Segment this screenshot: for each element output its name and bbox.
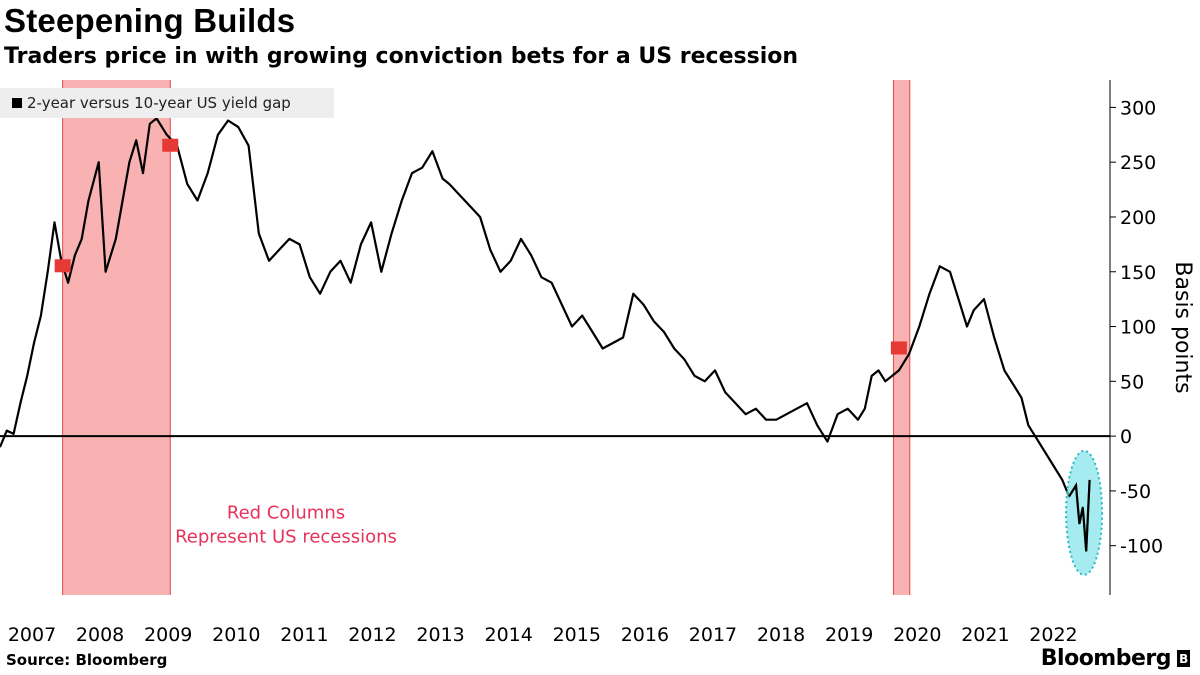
x-tick-label: 2010	[212, 624, 260, 646]
source-note: Source: Bloomberg	[6, 651, 168, 669]
series-lines	[0, 117, 1091, 553]
bloomberg-icon: B	[1177, 650, 1190, 667]
y-tick-label: 200	[1120, 207, 1156, 229]
x-tick-label: 2011	[280, 624, 328, 646]
brand-name: Bloomberg	[1040, 646, 1172, 671]
series-line-0	[0, 117, 1091, 553]
x-tick-label: 2017	[689, 624, 737, 646]
chart-subtitle: Traders price in with growing conviction…	[4, 44, 799, 69]
y-tick-label: 250	[1120, 152, 1156, 174]
y-tick-label: -50	[1120, 481, 1151, 503]
y-tick-label: 150	[1120, 262, 1156, 284]
rec-flag-icon	[890, 341, 907, 355]
x-tick-label: 2019	[825, 624, 873, 646]
bloomberg-logo: Bloomberg B	[1041, 646, 1190, 671]
x-tick-label: 2022	[1029, 624, 1077, 646]
y-tick-label: 100	[1120, 317, 1156, 339]
x-tick-label: 2020	[893, 624, 941, 646]
x-tick-label: 2007	[8, 624, 56, 646]
x-tick-label: 2014	[485, 624, 533, 646]
x-tick-label: 2012	[348, 624, 396, 646]
annotation-text-0: Red Columns	[227, 502, 345, 523]
chart-title: Steepening Builds	[4, 2, 296, 39]
annotation-text-1: Represent US recessions	[175, 526, 397, 547]
recession-column-0	[62, 80, 171, 595]
x-tick-label: 2008	[76, 624, 124, 646]
x-tick-label: 2021	[961, 624, 1009, 646]
x-axis: 2007 2008 2009 2010 2011 2012 2013 2014 2015 2016…	[8, 624, 1078, 646]
y-tick-label: 300	[1120, 97, 1156, 119]
x-tick-label: 2018	[757, 624, 805, 646]
rec-flag-icon	[54, 259, 71, 273]
x-tick-label: 2013	[416, 624, 464, 646]
y-tick-label: 50	[1120, 371, 1144, 393]
x-tick-label: 2016	[621, 624, 669, 646]
x-tick-label: 2009	[144, 624, 192, 646]
y-tick-label: 0	[1120, 426, 1132, 448]
y-axis-label: Basis points	[1170, 261, 1195, 393]
y-axis: 300 250 200 150 100 50 0 -50 -100 Basis points	[0, 80, 1195, 595]
overlays: Red Columns Represent US recessions	[54, 138, 1104, 576]
recession-column-1	[893, 80, 910, 595]
legend-label: 2-year versus 10-year US yield gap	[27, 94, 291, 112]
series-line-tail	[1068, 479, 1091, 552]
y-tick-label: -100	[1120, 536, 1163, 558]
legend: 2-year versus 10-year US yield gap	[0, 88, 334, 118]
recession-columns	[62, 80, 911, 595]
x-tick-label: 2015	[553, 624, 601, 646]
rec-flag-icon	[162, 138, 179, 152]
legend-swatch	[12, 98, 22, 108]
